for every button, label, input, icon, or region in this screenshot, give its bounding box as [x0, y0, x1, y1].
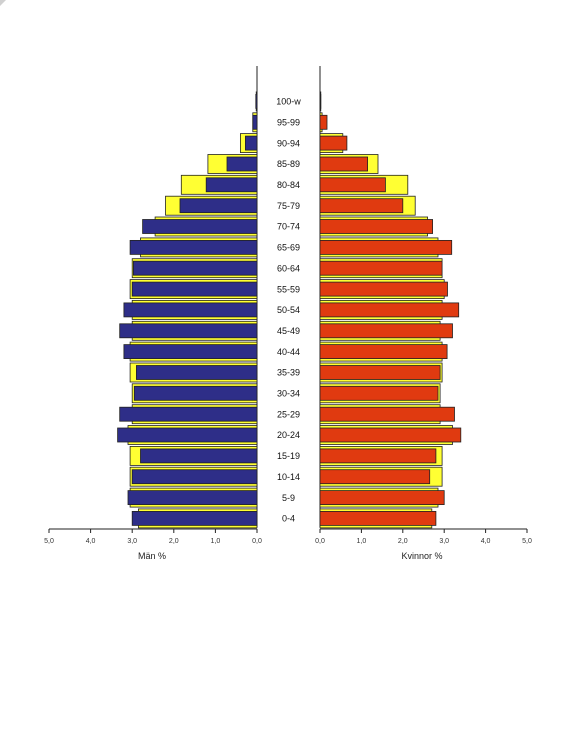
left-axis-ticks: 5,0 4,0 3,0 2,0 1,0 0,0: [44, 529, 262, 545]
female-foreground-bar-50-54: [319, 302, 460, 318]
female-bars: [319, 91, 462, 529]
female-foreground-bar-90-94: [319, 135, 348, 151]
age-label-70-74: 70-74: [277, 222, 300, 232]
male-bars: [117, 91, 258, 529]
female-foreground-bar-60-64: [319, 260, 443, 276]
male-foreground-bar-55-59: [131, 281, 258, 297]
male-foreground-bar-45-49: [119, 323, 258, 339]
left-axis-title: Män %: [138, 551, 166, 561]
age-label-40-44: 40-44: [277, 347, 300, 357]
age-label-45-49: 45-49: [277, 326, 300, 336]
age-group-labels: 100-w 95-99 90-94 85-89 80-84 75-79 70-74 65-69…: [276, 97, 301, 524]
male-foreground-bar-50-54: [123, 302, 258, 318]
age-label-85-89: 85-89: [277, 159, 300, 169]
age-label-50-54: 50-54: [277, 305, 300, 315]
male-foreground-bar-65-69: [129, 239, 258, 255]
left-tick-label: 5,0: [44, 538, 54, 545]
male-foreground-bar-15-19: [140, 448, 258, 464]
female-foreground-bar-10-14: [319, 469, 431, 485]
age-label-55-59: 55-59: [277, 284, 300, 294]
right-tick-label: 0,0: [315, 538, 325, 545]
left-tick-label: 1,0: [211, 538, 221, 545]
female-foreground-bar-45-49: [319, 323, 453, 339]
right-tick-label: 3,0: [439, 538, 449, 545]
age-label-90-94: 90-94: [277, 138, 300, 148]
female-foreground-bar-25-29: [319, 406, 455, 422]
male-foreground-bar-85-89: [226, 156, 258, 172]
age-label-30-34: 30-34: [277, 389, 300, 399]
female-foreground-bar-20-24: [319, 427, 462, 443]
male-foreground-bar-0-4: [131, 510, 258, 526]
left-tick-label: 3,0: [127, 538, 137, 545]
age-label-75-79: 75-79: [277, 201, 300, 211]
male-foreground-bar-20-24: [117, 427, 258, 443]
female-foreground-bar-65-69: [319, 239, 453, 255]
male-foreground-bar-95-99: [252, 114, 258, 130]
age-label-80-84: 80-84: [277, 180, 300, 190]
right-tick-label: 5,0: [522, 538, 532, 545]
left-tick-label: 0,0: [252, 538, 262, 545]
male-foreground-bar-40-44: [123, 344, 258, 360]
female-foreground-bar-55-59: [319, 281, 448, 297]
male-foreground-bar-100-w: [255, 94, 258, 109]
female-foreground-bar-15-19: [319, 448, 437, 464]
male-foreground-bar-70-74: [142, 219, 258, 234]
female-foreground-bar-5-9: [319, 490, 445, 506]
corner-mark: [0, 0, 6, 6]
male-foreground-bar-90-94: [244, 135, 258, 151]
age-label-100-w: 100-w: [276, 97, 301, 107]
female-foreground-bar-85-89: [319, 156, 368, 172]
age-label-10-14: 10-14: [277, 472, 300, 482]
female-foreground-bar-40-44: [319, 344, 448, 360]
male-foreground-bar-60-64: [132, 260, 258, 276]
female-foreground-bar-95-99: [319, 114, 328, 130]
male-foreground-bar-10-14: [131, 469, 258, 485]
age-label-15-19: 15-19: [277, 451, 300, 461]
left-tick-label: 4,0: [86, 538, 96, 545]
male-foreground-bar-35-39: [135, 365, 258, 380]
age-label-5-9: 5-9: [282, 493, 295, 503]
male-foreground-bar-5-9: [127, 490, 258, 506]
age-label-0-4: 0-4: [282, 514, 295, 524]
right-tick-label: 1,0: [357, 538, 367, 545]
right-axis-title: Kvinnor %: [401, 551, 442, 561]
female-foreground-bar-0-4: [319, 510, 437, 526]
age-label-65-69: 65-69: [277, 243, 300, 253]
female-foreground-bar-75-79: [319, 198, 404, 214]
right-axis-ticks: 0,0 1,0 2,0 3,0 4,0 5,0: [315, 529, 532, 545]
female-foreground-bar-80-84: [319, 177, 386, 193]
female-foreground-bar-35-39: [319, 365, 441, 380]
right-tick-label: 4,0: [481, 538, 491, 545]
right-tick-label: 2,0: [398, 538, 408, 545]
female-foreground-bar-70-74: [319, 219, 433, 234]
male-foreground-bar-30-34: [133, 385, 258, 401]
age-label-95-99: 95-99: [277, 118, 300, 128]
age-label-35-39: 35-39: [277, 368, 300, 378]
age-label-20-24: 20-24: [277, 430, 300, 440]
male-foreground-bar-75-79: [179, 198, 258, 214]
age-label-60-64: 60-64: [277, 263, 300, 273]
male-foreground-bar-80-84: [205, 177, 258, 193]
male-foreground-bar-25-29: [119, 406, 258, 422]
female-foreground-bar-30-34: [319, 385, 439, 401]
age-label-25-29: 25-29: [277, 409, 300, 419]
female-foreground-bar-100-w: [319, 94, 322, 109]
left-tick-label: 2,0: [169, 538, 179, 545]
